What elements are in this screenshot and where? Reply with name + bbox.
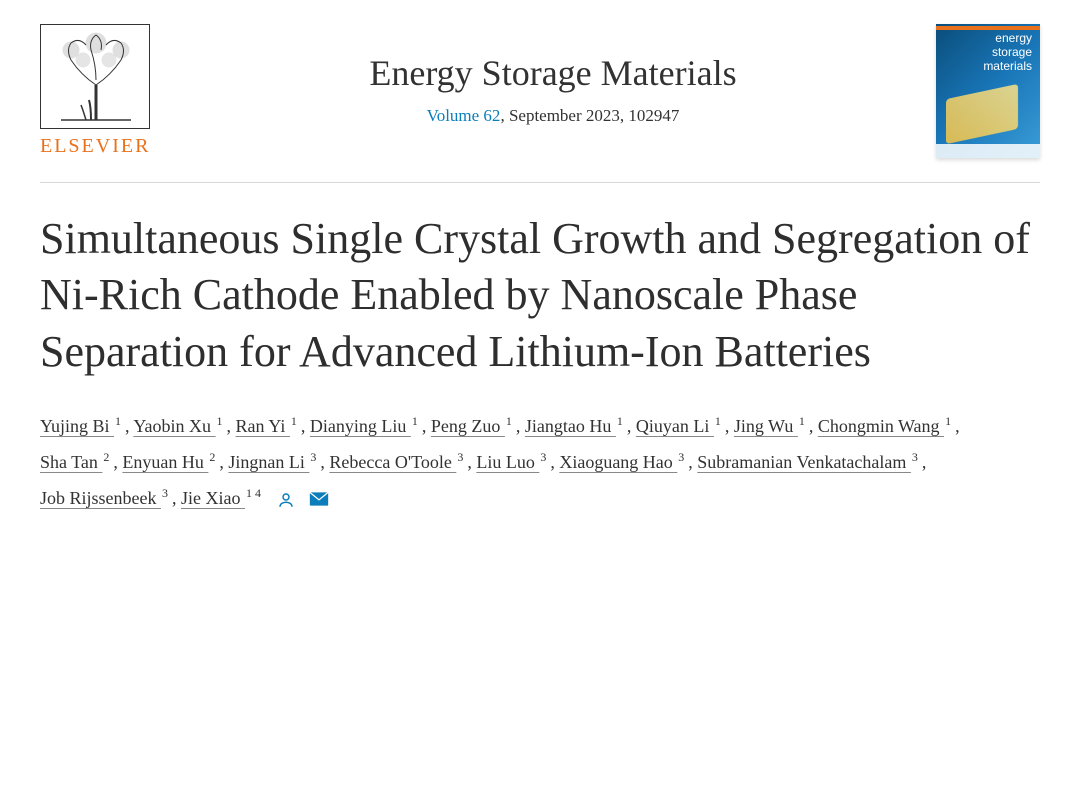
author-link[interactable]: Yujing Bi bbox=[40, 416, 114, 436]
issue-text: , September 2023, 102947 bbox=[500, 106, 679, 125]
author-link[interactable]: Qiuyan Li bbox=[636, 416, 714, 436]
author-affiliation: 2 bbox=[103, 450, 109, 464]
author-affiliation: 1 bbox=[291, 414, 297, 428]
publisher-logo[interactable]: ELSEVIER bbox=[40, 24, 170, 158]
article-title: Simultaneous Single Crystal Growth and S… bbox=[40, 211, 1040, 380]
author-link[interactable]: Jiangtao Hu bbox=[525, 416, 616, 436]
article-header: ELSEVIER Energy Storage Materials Volume… bbox=[40, 24, 1040, 183]
author-link[interactable]: Dianying Liu bbox=[310, 416, 411, 436]
author-affiliation: 3 bbox=[678, 450, 684, 464]
author-affiliation: 3 bbox=[310, 450, 316, 464]
author-link[interactable]: Xiaoguang Hao bbox=[559, 452, 677, 472]
author-link[interactable]: Liu Luo bbox=[476, 452, 539, 472]
author-affiliation: 1 bbox=[715, 414, 721, 428]
author-link[interactable]: Job Rijssenbeek bbox=[40, 488, 161, 508]
cover-title-line2: storage bbox=[983, 46, 1032, 60]
author-affiliation: 3 bbox=[540, 450, 546, 464]
volume-info: Volume 62, September 2023, 102947 bbox=[170, 106, 936, 126]
author-link[interactable]: Ran Yi bbox=[236, 416, 290, 436]
author-link[interactable]: Jingnan Li bbox=[228, 452, 309, 472]
author-link[interactable]: Subramanian Venkatachalam bbox=[697, 452, 911, 472]
author-affiliation: 3 bbox=[457, 450, 463, 464]
author-link[interactable]: Peng Zuo bbox=[431, 416, 505, 436]
corresponding-author-icons bbox=[277, 491, 329, 509]
author-link[interactable]: Enyuan Hu bbox=[122, 452, 208, 472]
author-link[interactable]: Sha Tan bbox=[40, 452, 102, 472]
cover-title-line3: materials bbox=[983, 60, 1032, 74]
author-affiliation: 1 bbox=[115, 414, 121, 428]
elsevier-tree-icon bbox=[40, 24, 150, 129]
cover-title: energy storage materials bbox=[983, 32, 1032, 73]
cover-graphic bbox=[946, 84, 1018, 144]
author-list: Yujing Bi 1, Yaobin Xu 1, Ran Yi 1, Dian… bbox=[40, 408, 1040, 516]
author-affiliation: 1 bbox=[945, 414, 951, 428]
author-link[interactable]: Jie Xiao bbox=[181, 488, 245, 508]
cover-title-line1: energy bbox=[983, 32, 1032, 46]
journal-info: Energy Storage Materials Volume 62, Sept… bbox=[170, 24, 936, 126]
author-affiliation: 3 bbox=[162, 486, 168, 500]
mail-icon[interactable] bbox=[309, 491, 329, 507]
author-affiliation: 1 4 bbox=[246, 486, 261, 500]
author-affiliation: 1 bbox=[217, 414, 223, 428]
person-icon[interactable] bbox=[277, 491, 295, 509]
volume-link[interactable]: Volume 62 bbox=[427, 106, 501, 125]
author-affiliation: 2 bbox=[209, 450, 215, 464]
cover-footer bbox=[936, 144, 1040, 158]
author-link[interactable]: Rebecca O'Toole bbox=[329, 452, 456, 472]
publisher-name: ELSEVIER bbox=[40, 135, 170, 158]
author-affiliation: 1 bbox=[506, 414, 512, 428]
author-affiliation: 3 bbox=[912, 450, 918, 464]
author-affiliation: 1 bbox=[617, 414, 623, 428]
author-link[interactable]: Yaobin Xu bbox=[133, 416, 215, 436]
journal-cover[interactable]: energy storage materials bbox=[936, 24, 1040, 158]
author-link[interactable]: Chongmin Wang bbox=[818, 416, 944, 436]
cover-banner bbox=[936, 26, 1040, 30]
author-link[interactable]: Jing Wu bbox=[734, 416, 798, 436]
author-affiliation: 1 bbox=[799, 414, 805, 428]
journal-name[interactable]: Energy Storage Materials bbox=[170, 52, 936, 94]
author-affiliation: 1 bbox=[412, 414, 418, 428]
